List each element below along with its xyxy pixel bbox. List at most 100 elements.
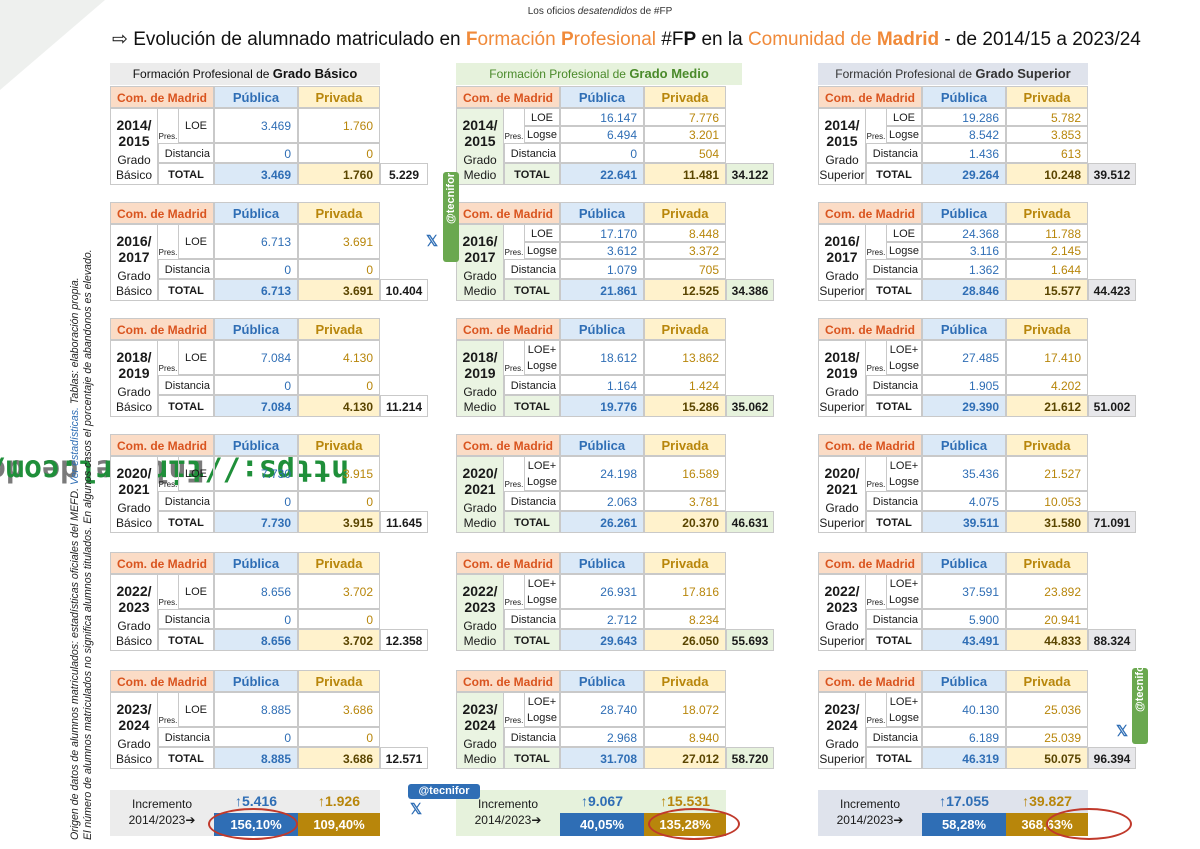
- loe-label: LOE: [178, 224, 214, 259]
- grade-label-1: Grado: [463, 153, 497, 167]
- year-end: 2019: [464, 365, 496, 381]
- distancia-publica: 0: [214, 375, 298, 395]
- year-cell: 2018/2019 Grado Superior: [818, 340, 866, 417]
- tecnifor-handle: @tecnifor: [1132, 660, 1148, 744]
- loe-privada: 4.130: [298, 340, 380, 375]
- tecnifor-handle-text: @tecnifor: [1134, 660, 1146, 712]
- loe-publica: 7.084: [214, 340, 298, 375]
- grand-total: 34.122: [726, 163, 774, 185]
- logse-label: Logse: [524, 358, 560, 375]
- total-publica: 29.390: [922, 395, 1006, 417]
- logse-label: Logse: [886, 592, 922, 609]
- distancia-label: Distancia: [158, 609, 214, 629]
- grand-total: 96.394: [1088, 747, 1136, 769]
- total-publica: 39.511: [922, 511, 1006, 533]
- total-publica: 43.491: [922, 629, 1006, 651]
- grade-label-1: Grado: [463, 501, 497, 515]
- distancia-privada: 0: [298, 491, 380, 511]
- year-end: 2023: [118, 599, 150, 615]
- increment-abs-publica: ↑17.055: [922, 790, 1006, 813]
- year-cell: 2020/2021 Grado Superior: [818, 456, 866, 533]
- distancia-privada: 504: [644, 143, 726, 163]
- distancia-publica: 0: [214, 259, 298, 279]
- year-block: Com. de Madrid Pública Privada 2023/2024 Gra…: [818, 670, 1136, 769]
- year-label: 2023/2024: [457, 701, 503, 733]
- privada-header: Privada: [644, 552, 726, 574]
- grade-label-2: Básico: [115, 516, 153, 530]
- grade-label-2: Superior: [819, 752, 865, 766]
- distancia-privada: 4.202: [1006, 375, 1088, 395]
- grand-total: 88.324: [1088, 629, 1136, 651]
- year-end: 2023: [826, 599, 858, 615]
- pres-label: Pres.: [158, 224, 178, 279]
- privada-header: Privada: [298, 318, 380, 340]
- download-link[interactable]: Enlace de descarga: https://tinyurl.com/…: [0, 452, 350, 488]
- distancia-publica: 1.436: [922, 143, 1006, 163]
- grade-label-2: Básico: [115, 752, 153, 766]
- year-cell: 2016/2017 Grado Medio: [456, 224, 504, 301]
- year-end: 2024: [826, 717, 858, 733]
- publica-header: Pública: [214, 318, 298, 340]
- com-madrid-label: Com. de Madrid: [110, 670, 214, 692]
- year-start: 2014/: [462, 117, 498, 133]
- total-label: TOTAL: [158, 279, 214, 301]
- publica-header: Pública: [214, 202, 298, 224]
- logse-publica: 8.542: [922, 126, 1006, 143]
- panel-header-basico: Formación Profesional de Grado Básico: [110, 63, 380, 85]
- privada-header: Privada: [644, 86, 726, 108]
- pres-label: Pres.: [866, 224, 886, 279]
- privada-header: Privada: [1006, 434, 1088, 456]
- privada-header: Privada: [298, 202, 380, 224]
- distancia-privada: 0: [298, 609, 380, 629]
- pres-label: Pres.: [158, 340, 178, 395]
- publica-header: Pública: [560, 670, 644, 692]
- panel-header-superior: Formación Profesional de Grado Superior: [818, 63, 1088, 85]
- pres-label: Pres.: [866, 456, 886, 511]
- publica-header: Pública: [922, 552, 1006, 574]
- loe-plus-label: LOE+: [524, 456, 560, 474]
- total-privada: 27.012: [644, 747, 726, 769]
- year-start: 2020/: [116, 465, 152, 481]
- grand-total: 12.358: [380, 629, 428, 651]
- increment-abs-privada: ↑39.827: [1006, 790, 1088, 813]
- highlight-ring-basico-publica: [208, 808, 298, 840]
- loe-privada: 3.691: [298, 224, 380, 259]
- loe-privada: 1.760: [298, 108, 380, 143]
- loe-privada: 5.782: [1006, 108, 1088, 126]
- stats-link[interactable]: Ver estadísticas.: [69, 407, 81, 485]
- total-label: TOTAL: [158, 395, 214, 417]
- grade-label-1: Grado: [825, 153, 859, 167]
- total-label: TOTAL: [866, 163, 922, 185]
- year-label: 2016/2017: [457, 233, 503, 265]
- year-cell: 2022/2023 Grado Básico: [110, 574, 158, 651]
- distancia-privada: 613: [1006, 143, 1088, 163]
- publica-header: Pública: [560, 434, 644, 456]
- year-start: 2016/: [462, 233, 498, 249]
- panel-header-prefix: Formación Profesional de: [489, 67, 630, 81]
- loe-privada: 3.686: [298, 692, 380, 727]
- year-block: Com. de Madrid Pública Privada 2014/2015 Gra…: [110, 86, 428, 185]
- distancia-publica: 2.968: [560, 727, 644, 747]
- grade-label-1: Grado: [825, 619, 859, 633]
- distancia-publica: 2.063: [560, 491, 644, 511]
- distancia-label: Distancia: [866, 609, 922, 629]
- logse-publica: 3.116: [922, 242, 1006, 259]
- total-privada: 3.702: [298, 629, 380, 651]
- pres-label: Pres.: [866, 340, 886, 395]
- grade-label: Grado Básico: [111, 153, 157, 183]
- loe-logse-publica: 28.740: [560, 692, 644, 727]
- distancia-label: Distancia: [504, 375, 560, 395]
- distancia-label: Distancia: [866, 143, 922, 163]
- year-end: 2023: [464, 599, 496, 615]
- loe-plus-label: LOE+: [524, 574, 560, 592]
- year-cell: 2023/2024 Grado Superior: [818, 692, 866, 769]
- tecnifor-handle: @tecnifor: [408, 784, 480, 799]
- pres-label: Pres.: [866, 574, 886, 629]
- logse-privada: 3.372: [644, 242, 726, 259]
- loe-publica: 8.885: [214, 692, 298, 727]
- grand-total: 34.386: [726, 279, 774, 301]
- com-madrid-label: Com. de Madrid: [110, 552, 214, 574]
- grade-label-2: Medio: [463, 168, 497, 182]
- grade-label: Grado Medio: [457, 385, 503, 415]
- loe-logse-publica: 18.612: [560, 340, 644, 375]
